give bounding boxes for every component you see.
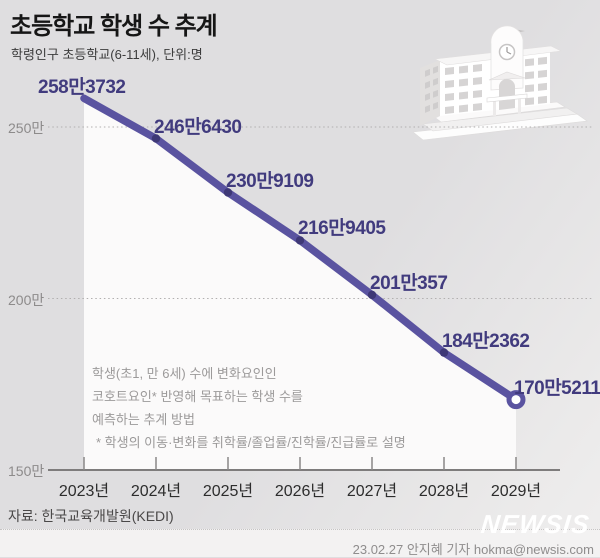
- point-label: 230만9109: [226, 170, 314, 192]
- area-fill: [84, 98, 516, 471]
- page-subtitle: 학령인구 초등학교(6-11세), 단위:명: [11, 47, 203, 62]
- x-axis-label: 2029년: [490, 483, 542, 500]
- y-axis-label: 200만: [8, 291, 45, 308]
- x-axis-label: 2026년: [274, 483, 326, 500]
- point-label: 216만9405: [298, 218, 386, 240]
- annotation-footnote: * 학생의 이동·변화를 취학률/졸업률/진학률/진급률로 설명: [96, 435, 406, 450]
- point-label: 184만2362: [442, 330, 530, 352]
- building-side-windows: [425, 65, 438, 113]
- end-point-marker: [506, 390, 526, 410]
- data-point-dots: [151, 134, 449, 357]
- x-axis-label: 2024년: [130, 483, 182, 500]
- x-axis-label: 2023년: [58, 483, 110, 500]
- column: [518, 98, 521, 114]
- clock-hand: [506, 51, 512, 55]
- y-axis-label: 150만: [8, 463, 45, 479]
- x-axis-label: 2027년: [346, 483, 398, 500]
- x-axis-label: 2028년: [418, 483, 470, 500]
- annotation-line: 코호트요인* 반영해 목표하는 학생 수를: [92, 389, 303, 404]
- footer-strip: [0, 529, 600, 557]
- newsis-logo: NEWSIS: [479, 509, 592, 539]
- y-axis-label: 250만: [8, 120, 45, 136]
- point-label: 246만6430: [154, 116, 242, 138]
- building-front-windows: [445, 56, 547, 114]
- portico-roof: [486, 93, 528, 103]
- source-line: 자료: 한국교육개발원(KEDI): [8, 508, 174, 524]
- credit-line: 23.02.27 안지혜 기자 hokma@newsis.com: [352, 542, 594, 557]
- point-label: 201만357: [370, 272, 448, 294]
- point-label: 258만3732: [38, 77, 126, 99]
- x-axis-label: 2025년: [202, 483, 254, 500]
- axis-ticks: [83, 457, 517, 470]
- school-building-icon: [412, 25, 588, 141]
- door: [498, 78, 515, 110]
- annotation-line: 학생(초1, 만 6세) 수에 변화요인인: [92, 366, 277, 381]
- column: [493, 100, 496, 116]
- annotation-line: 예측하는 추계 방법: [92, 412, 195, 427]
- page-title: 초등학교 학생 수 추계: [10, 13, 218, 40]
- point-label: 170만5211: [514, 377, 600, 399]
